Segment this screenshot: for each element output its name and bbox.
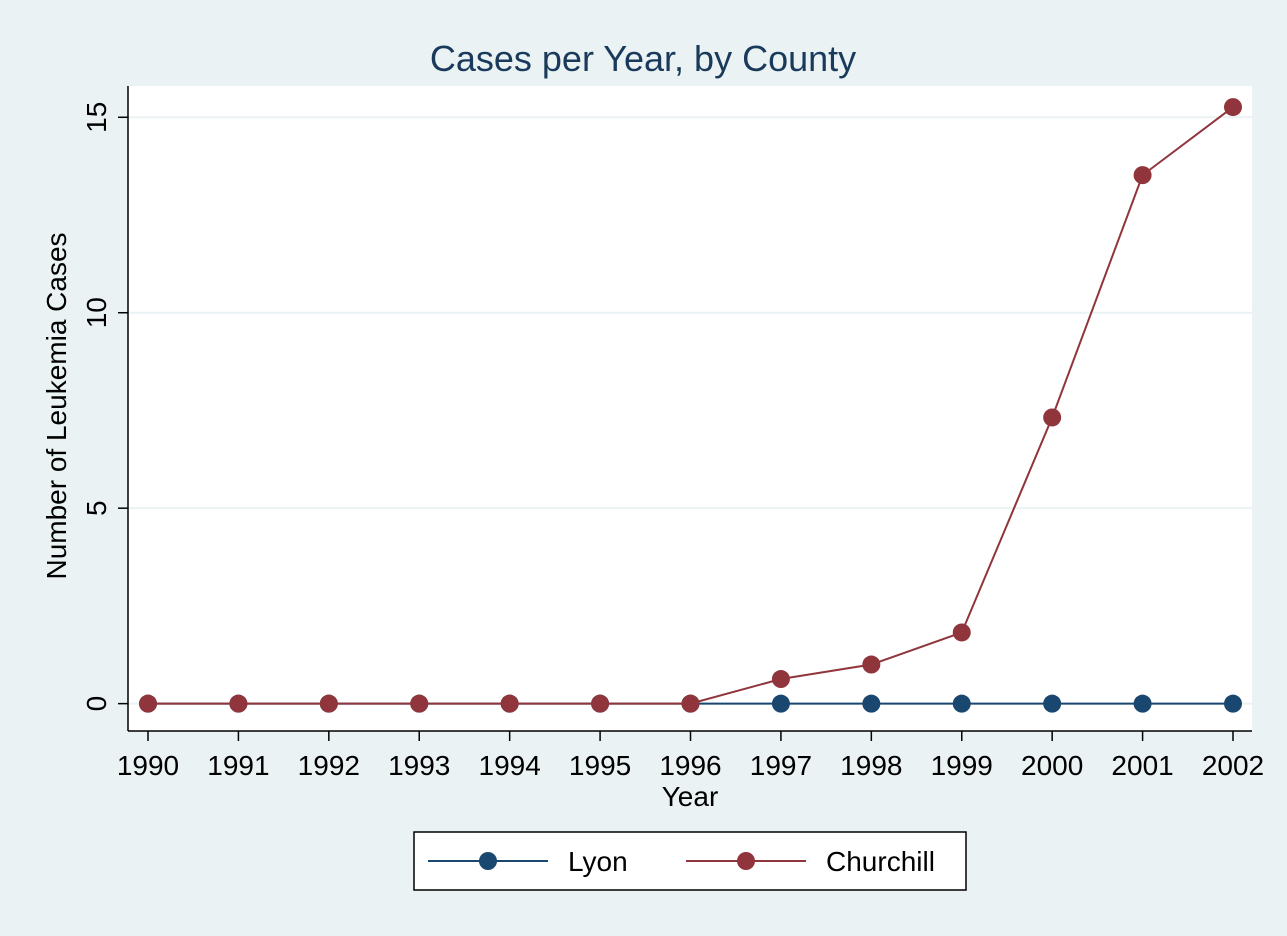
x-tick-label: 2000 (1021, 750, 1083, 781)
data-point-lyon (862, 694, 881, 713)
legend-label-churchill: Churchill (826, 846, 935, 877)
x-tick-label: 1998 (840, 750, 902, 781)
legend: Lyon Churchill (413, 831, 967, 891)
data-point-lyon (1043, 694, 1062, 713)
x-tick-label: 1990 (117, 750, 179, 781)
legend-marker-lyon (479, 852, 497, 870)
chart-title: Cases per Year, by County (430, 38, 856, 79)
data-point-churchill (319, 694, 338, 713)
x-tick-label: 2002 (1202, 750, 1264, 781)
x-tick-label: 1996 (659, 750, 721, 781)
data-point-lyon (1224, 694, 1242, 713)
y-tick-label: 15 (81, 102, 112, 133)
data-point-churchill (1133, 166, 1152, 185)
x-tick-label: 1993 (388, 750, 450, 781)
y-axis-ticks: 0 5 10 15 (81, 102, 128, 712)
y-tick-label: 10 (81, 297, 112, 328)
series-group (139, 98, 1242, 713)
data-point-churchill (771, 670, 790, 689)
legend-marker-churchill (737, 852, 755, 870)
data-point-churchill (229, 694, 248, 713)
x-tick-label: 1995 (569, 750, 631, 781)
x-axis-ticks: 1990 1991 1992 1993 1994 1995 1996 1997 1998 1999… (117, 731, 1264, 781)
plot-area (128, 86, 1252, 731)
x-tick-label: 1991 (207, 750, 269, 781)
x-tick-label: 1997 (750, 750, 812, 781)
data-point-churchill (139, 694, 157, 713)
data-point-churchill (500, 694, 519, 713)
x-tick-label: 1999 (931, 750, 993, 781)
data-point-churchill (1043, 408, 1062, 427)
data-point-churchill (681, 694, 700, 713)
data-point-churchill (410, 694, 429, 713)
data-point-lyon (771, 694, 790, 713)
x-tick-label: 1992 (298, 750, 360, 781)
data-point-churchill (591, 694, 610, 713)
y-tick-label: 0 (81, 696, 112, 712)
data-point-lyon (952, 694, 971, 713)
y-tick-label: 5 (81, 500, 112, 516)
legend-label-lyon: Lyon (568, 846, 628, 877)
data-point-churchill (862, 655, 881, 674)
y-axis-title: Number of Leukemia Cases (41, 232, 72, 579)
x-axis-title: Year (662, 781, 719, 812)
x-tick-label: 1994 (479, 750, 541, 781)
x-tick-label: 2001 (1111, 750, 1173, 781)
data-point-churchill (1224, 98, 1242, 117)
data-point-churchill (952, 623, 971, 642)
data-point-lyon (1133, 694, 1152, 713)
